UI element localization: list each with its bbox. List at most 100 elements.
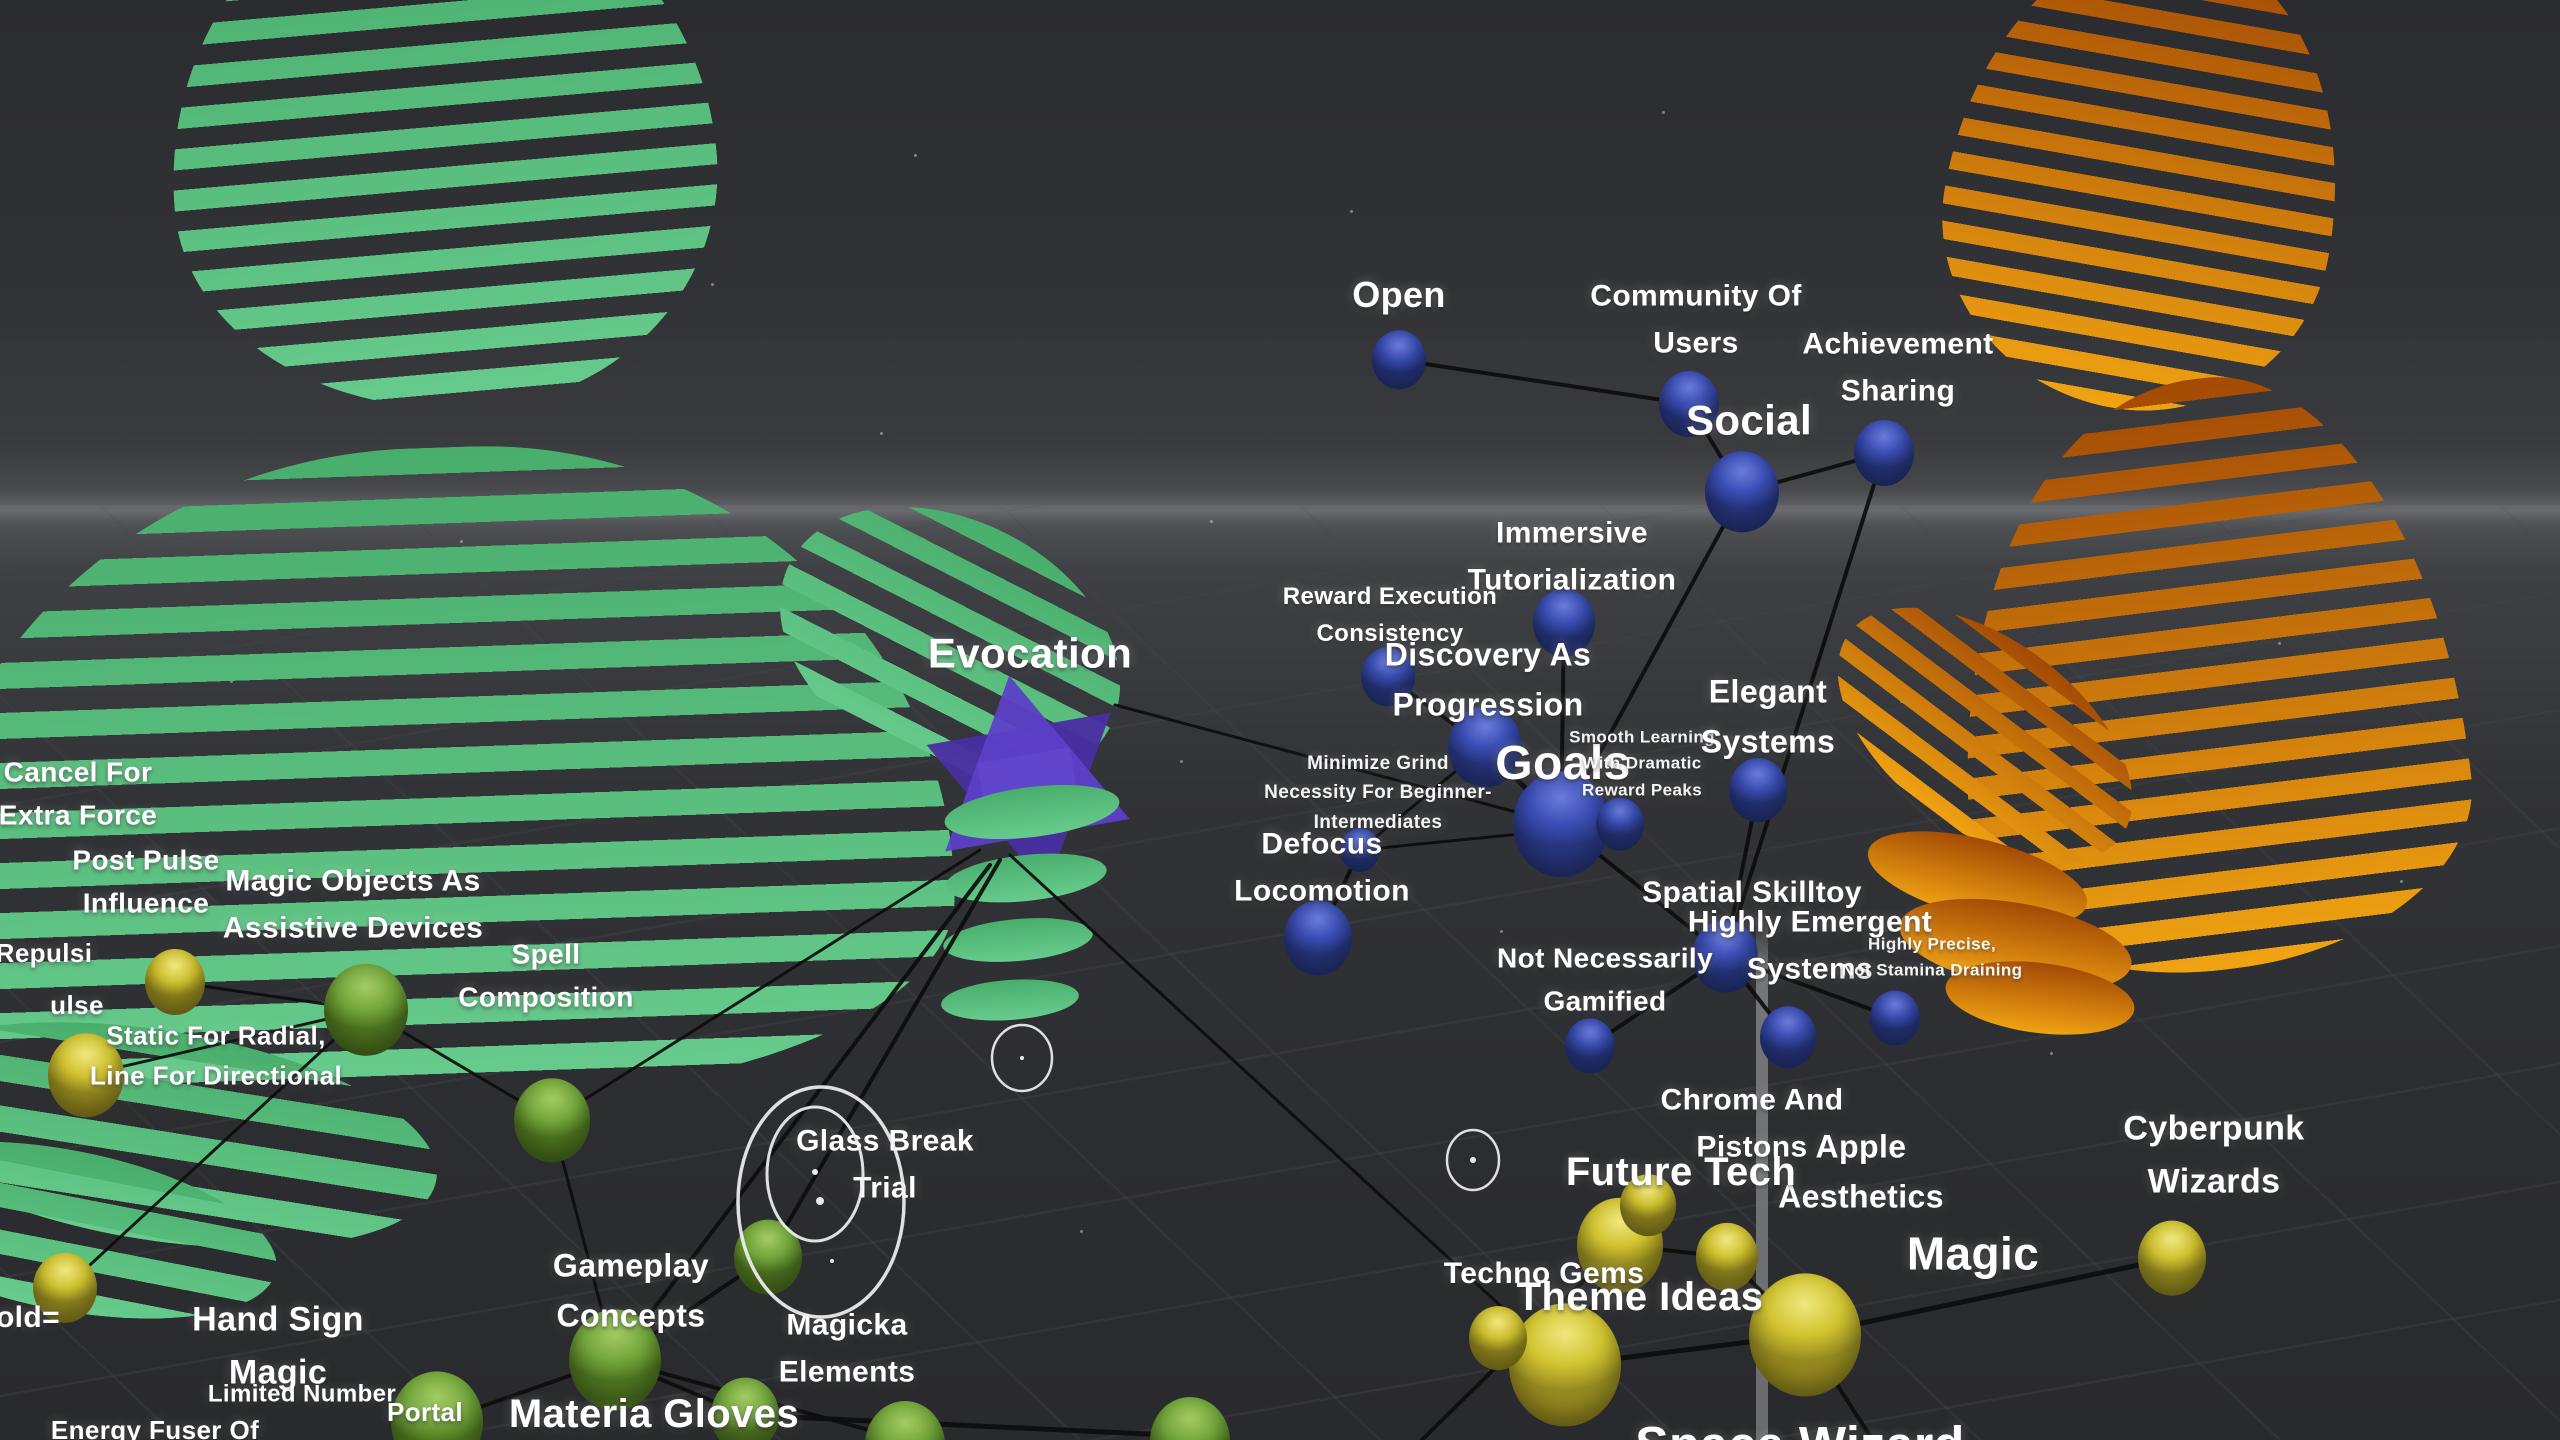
label-hand-sign-magic[interactable]: Hand Sign Magic	[192, 1293, 364, 1398]
node-open[interactable]	[1372, 330, 1426, 390]
label-glass-break-trial[interactable]: Glass Break Trial	[796, 1119, 974, 1212]
label-defocus-locomotion[interactable]: Defocus Locomotion	[1234, 822, 1410, 915]
label-materia-gloves[interactable]: Materia Gloves	[509, 1383, 799, 1440]
label-not-necessarily-gamified[interactable]: Not Necessarily Gamified	[1497, 937, 1713, 1024]
label-line: Systems	[1700, 723, 1836, 759]
node-social[interactable]	[1705, 451, 1779, 533]
label-line: Hand Sign	[192, 1300, 364, 1339]
label-line: Smooth Learning	[1569, 727, 1715, 747]
label-line: Locomotion	[1234, 874, 1410, 907]
label-line: Limited Number	[207, 1380, 397, 1408]
label-line: Reward Peaks	[1581, 780, 1703, 800]
background-speck	[880, 432, 883, 435]
background-speck	[1080, 1230, 1083, 1233]
label-social[interactable]: Social	[1686, 387, 1812, 452]
label-evocation[interactable]: Evocation	[928, 620, 1132, 685]
label-line: Magic Objects As	[225, 864, 481, 898]
node-green-left-2[interactable]	[514, 1078, 590, 1162]
label-line: Theme Ideas	[1516, 1275, 1764, 1319]
label-line: Space Wizard	[1635, 1406, 1964, 1440]
label-line: Discovery As	[1384, 636, 1592, 673]
label-line: Magicka	[786, 1308, 908, 1342]
node-spatial-lower-left[interactable]	[1760, 1006, 1816, 1068]
label-space-wizard[interactable]: Space Wizard	[1635, 1406, 1964, 1440]
label-line: Composition	[458, 982, 634, 1013]
label-limited-number[interactable]: Limited Number	[208, 1375, 396, 1412]
label-magic-objects-assistive[interactable]: Magic Objects As Assistive Devices	[223, 859, 483, 952]
label-highly-precise[interactable]: Highly Precise, Not Stamina Draining	[1842, 932, 2023, 985]
label-line: Not Necessarily	[1496, 942, 1714, 974]
label-static-radial-line-directional[interactable]: Static For Radial, Line For Directional	[90, 1016, 342, 1097]
label-post-pulse-influence[interactable]: Post Pulse Influence	[72, 839, 219, 926]
node-spatial-lower-right[interactable]	[1870, 990, 1920, 1046]
label-line: Line For Directional	[89, 1061, 343, 1091]
label-reward-execution-consistency[interactable]: Reward Execution Consistency	[1283, 578, 1497, 652]
label-cancel-for-extra-force[interactable]: Cancel For Extra Force	[0, 751, 157, 838]
label-line: Magic	[228, 1353, 328, 1391]
label-cyberpunk-wizards[interactable]: Cyberpunk Wizards	[2123, 1102, 2304, 1207]
label-line: Elegant	[1708, 673, 1828, 710]
label-line: Materia Gloves	[508, 1392, 800, 1436]
label-line: Wizards	[2147, 1162, 2281, 1200]
label-gameplay-concepts[interactable]: Gameplay Concepts	[553, 1241, 709, 1340]
label-line: Progression	[1392, 686, 1584, 722]
label-energy-fuser-of[interactable]: Energy Fuser Of	[51, 1410, 259, 1440]
label-chrome-and-pistons[interactable]: Chrome And Pistons	[1661, 1078, 1844, 1171]
label-apple-aesthetics[interactable]: Apple Aesthetics	[1778, 1122, 1944, 1221]
label-immersive-tutorialization[interactable]: Immersive Tutorialization	[1468, 511, 1677, 604]
label-line: Gameplay	[552, 1247, 710, 1284]
label-magic[interactable]: Magic	[1907, 1218, 2039, 1289]
node-cyberpunk-wizards[interactable]	[2138, 1220, 2206, 1296]
background-speck	[1350, 210, 1353, 213]
node-magic-big[interactable]	[1749, 1273, 1861, 1397]
label-achievement-sharing[interactable]: Achievement Sharing	[1802, 322, 1993, 415]
label-line: Elements	[778, 1355, 916, 1388]
label-magicka-elements[interactable]: Magicka Elements	[779, 1303, 916, 1396]
label-line: Repulsi	[0, 937, 93, 968]
label-line: Assistive Devices	[222, 911, 484, 944]
background-speck	[2050, 1052, 2053, 1055]
background-speck	[711, 283, 714, 286]
label-line: Future Tech	[1565, 1150, 1797, 1194]
label-line: Trial	[853, 1171, 917, 1204]
floor-grid-line	[1756, 1298, 2560, 1440]
label-line: Open	[1352, 274, 1446, 316]
label-line: Static For Radial,	[106, 1020, 326, 1051]
label-line: Defocus	[1261, 827, 1383, 861]
label-smooth-learning[interactable]: Smooth Learning With Dramatic Reward Peaks	[1569, 724, 1715, 803]
background-speck	[1210, 520, 1213, 523]
node-achievement-sharing[interactable]	[1854, 420, 1914, 486]
label-open[interactable]: Open	[1352, 267, 1446, 323]
label-line: Tutorialization	[1467, 563, 1677, 596]
label-old[interactable]: old=	[0, 1295, 60, 1342]
label-line: Reward Execution	[1282, 582, 1498, 610]
label-repulsi-fragment[interactable]: Repulsi	[0, 933, 92, 973]
label-theme-ideas[interactable]: Theme Ideas	[1517, 1266, 1764, 1328]
label-future-tech[interactable]: Future Tech	[1566, 1141, 1796, 1203]
node-yellow-left-1[interactable]	[145, 949, 205, 1015]
background-speck	[1500, 930, 1503, 933]
label-line: Achievement	[1802, 327, 1994, 361]
label-line: old=	[0, 1300, 61, 1334]
label-line: Immersive	[1495, 516, 1649, 550]
label-line: Apple	[1815, 1128, 1907, 1165]
label-line: Chrome And	[1660, 1083, 1844, 1117]
node-not-necessarily-gamified[interactable]	[1565, 1018, 1615, 1074]
label-elegant-systems[interactable]: Elegant Systems	[1701, 667, 1835, 766]
node-goals-small[interactable]	[1596, 797, 1644, 851]
label-line: Portal	[386, 1396, 464, 1427]
label-community-of-users[interactable]: Community Of Users	[1590, 274, 1801, 367]
node-magicka-top[interactable]	[734, 1219, 802, 1295]
label-line: Consistency	[1316, 620, 1464, 647]
node-elegant-systems[interactable]	[1729, 758, 1787, 822]
label-line: With Dramatic	[1582, 753, 1702, 773]
label-discovery-as-progression[interactable]: Discovery As Progression	[1385, 630, 1591, 729]
label-spell-composition[interactable]: Spell Composition	[458, 933, 634, 1020]
label-line: Necessity For Beginner-	[1264, 782, 1492, 804]
label-line: Glass Break	[796, 1124, 974, 1158]
label-line: Highly Precise,	[1868, 934, 1996, 954]
label-line: Gamified	[1543, 986, 1667, 1017]
label-portal[interactable]: Portal	[387, 1392, 463, 1432]
background-speck	[914, 154, 917, 157]
